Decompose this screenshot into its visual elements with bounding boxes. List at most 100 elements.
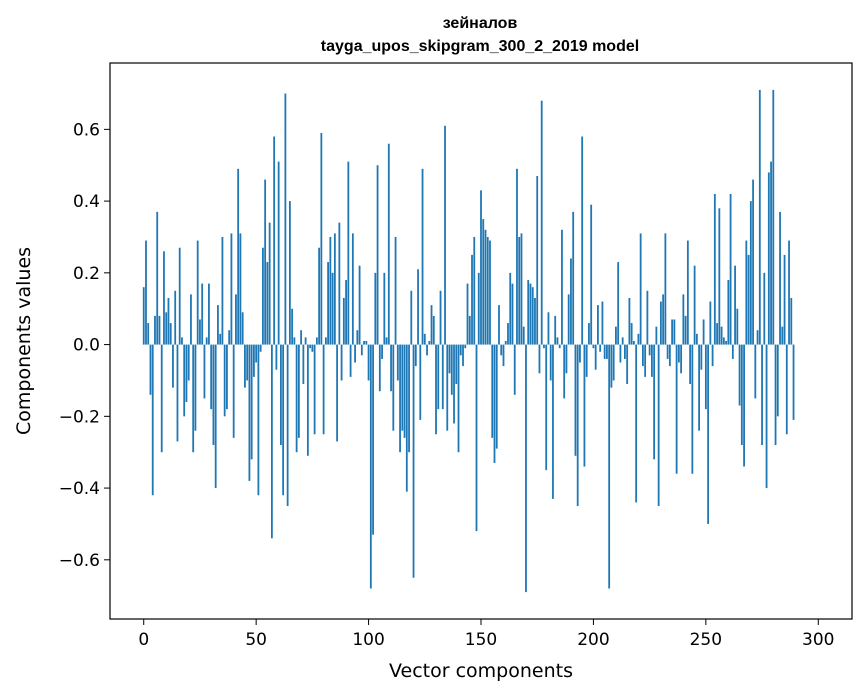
bar [630, 323, 633, 345]
bar [169, 323, 172, 345]
bar [495, 344, 498, 449]
bar [729, 193, 732, 345]
bar [383, 272, 386, 345]
bar [554, 315, 557, 345]
bar [282, 344, 285, 496]
bar [680, 344, 683, 374]
bar [504, 341, 507, 345]
bar [624, 344, 626, 359]
bar [403, 344, 406, 438]
bar [145, 240, 147, 345]
bar [650, 344, 653, 377]
bar [273, 136, 276, 345]
bar [208, 283, 210, 345]
bar [255, 344, 258, 363]
bar [707, 344, 709, 524]
bar [615, 326, 617, 345]
bar [214, 344, 217, 489]
bar [599, 344, 602, 352]
bar [686, 240, 689, 345]
bar [311, 344, 314, 352]
bar [223, 344, 226, 417]
bar [491, 344, 494, 438]
bar [221, 236, 224, 345]
bar [241, 312, 244, 345]
bar [374, 272, 377, 345]
y-tick-label: −0.4 [59, 479, 100, 499]
bar [390, 344, 392, 392]
bar [412, 344, 415, 578]
bar [603, 344, 606, 359]
bar [297, 344, 300, 438]
bar [536, 175, 539, 345]
bar [372, 344, 374, 535]
bar [767, 172, 770, 345]
x-tick-label: 200 [577, 630, 609, 650]
bar [248, 344, 251, 481]
bar [722, 337, 725, 345]
x-tick-label: 300 [802, 630, 834, 650]
bar [662, 294, 665, 345]
bar [493, 344, 496, 463]
bar [594, 344, 597, 370]
bar [776, 344, 779, 417]
bar [583, 344, 586, 467]
bar [522, 326, 525, 345]
bar [329, 236, 332, 345]
bar [277, 161, 280, 345]
bar [727, 280, 730, 345]
bar [763, 272, 766, 345]
bar [450, 344, 453, 395]
bar [288, 201, 291, 345]
bar [635, 344, 638, 503]
bar [774, 344, 777, 446]
bar [621, 337, 624, 345]
bar [347, 161, 350, 345]
bar [423, 333, 426, 345]
bar [477, 272, 480, 345]
bars-group [142, 89, 795, 593]
bar [509, 272, 512, 345]
bar [408, 344, 410, 453]
bar [783, 254, 786, 345]
bar [246, 344, 249, 381]
y-axis-ticks: −0.6 −0.4 −0.2 0.0 0.2 0.4 0.6 [59, 120, 110, 571]
bar [693, 265, 696, 345]
bar [511, 283, 514, 345]
bar [718, 208, 721, 345]
bar [158, 315, 161, 345]
bar [226, 344, 228, 410]
bar [399, 344, 401, 453]
bar [666, 344, 669, 359]
bar [187, 344, 190, 381]
bar [446, 344, 449, 431]
bar [205, 337, 208, 345]
bar [176, 344, 179, 442]
bar [606, 344, 608, 359]
bar [172, 344, 174, 388]
bar [360, 344, 363, 356]
x-axis-label: Vector components [389, 660, 573, 682]
bar [340, 344, 343, 381]
bar [142, 287, 145, 345]
bar [199, 319, 201, 345]
bar [394, 236, 397, 345]
bar [336, 344, 338, 442]
bar [500, 344, 503, 356]
bar [257, 344, 260, 496]
bar [381, 344, 383, 359]
bar [259, 344, 262, 352]
bar [713, 193, 716, 345]
bar [349, 344, 352, 377]
bar [331, 272, 334, 345]
bar [279, 344, 282, 446]
bar [626, 344, 629, 385]
bar [574, 344, 577, 456]
bar [788, 240, 790, 345]
bar [201, 283, 204, 345]
bar [178, 247, 181, 345]
y-tick-label: −0.2 [59, 407, 100, 427]
bar [702, 319, 705, 345]
bar [588, 323, 590, 345]
bar [196, 240, 199, 345]
